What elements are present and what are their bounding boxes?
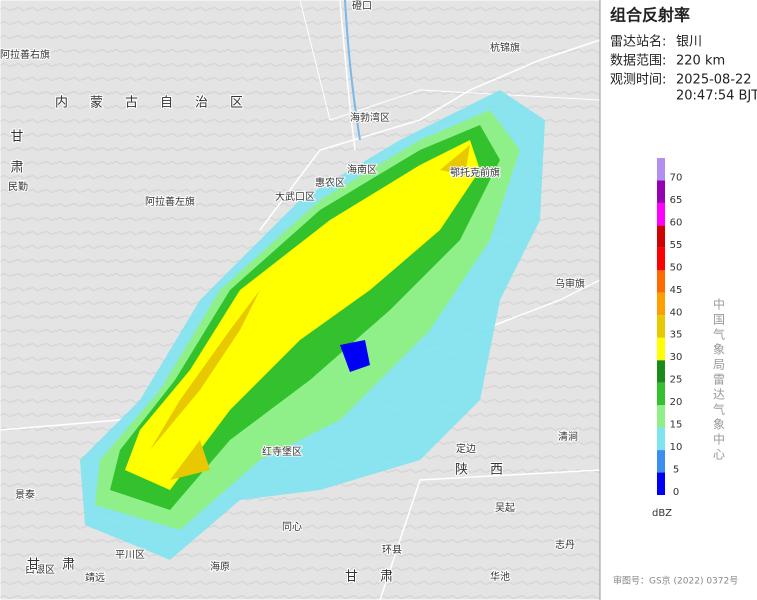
map-label: 景泰	[15, 488, 35, 501]
map-label: 鄂托克前旗	[450, 166, 500, 179]
map-label: 平川区	[115, 549, 145, 561]
map-label: 陕西	[455, 463, 525, 478]
color-bar-segment	[657, 360, 665, 383]
color-bar-segment	[657, 472, 665, 495]
info-value: 220 km	[676, 54, 725, 69]
map-label: 阿拉善左旗	[145, 195, 195, 208]
map-label: 同心	[282, 521, 302, 533]
river	[344, 0, 361, 141]
color-bar-tick-label: 65	[670, 195, 683, 206]
color-bar-segment	[657, 315, 665, 338]
map-label: 吴起	[495, 502, 515, 514]
color-bar-segment	[657, 270, 665, 293]
map-label: 甘肃	[345, 570, 415, 585]
map-label: 白银区	[25, 563, 55, 576]
color-bar-tick-label: 35	[670, 330, 683, 341]
radar-echo	[80, 90, 545, 560]
color-bar-segment	[657, 382, 665, 406]
color-bar-segment	[657, 450, 665, 473]
info-value: 2025-08-22	[676, 73, 752, 88]
color-bar-segment	[657, 337, 665, 361]
info-label: 雷达站名:	[610, 34, 666, 50]
map-label: 磴口	[352, 0, 372, 12]
map-label: 海南区	[347, 163, 377, 176]
map-label: 红寺堡区	[262, 445, 302, 458]
map-label: 惠农区	[315, 176, 345, 189]
color-bar-segment	[657, 158, 665, 181]
map-label: 海勃湾区	[350, 111, 390, 124]
map-label: 阿拉善右旗	[0, 48, 50, 61]
color-bar-tick-label: 70	[670, 172, 683, 183]
map-label: 环县	[382, 544, 402, 556]
panel-title: 组合反射率	[610, 6, 690, 25]
legend-unit: dBZ	[652, 508, 672, 519]
color-bar-segment	[657, 405, 665, 428]
color-bar-segment	[657, 292, 665, 316]
map-label: 志丹	[555, 538, 575, 551]
color-bar-tick-label: 55	[670, 240, 683, 251]
color-bar-tick-label: 40	[670, 307, 683, 318]
map-label: 靖远	[85, 571, 105, 584]
color-bar-segment	[657, 202, 665, 226]
color-bar-tick-label: 20	[670, 397, 683, 408]
map-label: 甘肃	[8, 129, 24, 191]
color-bar-segment	[657, 225, 665, 248]
color-bar-tick-label: 0	[673, 487, 679, 498]
color-bar-tick-label: 50	[670, 262, 683, 273]
map-label: 海原	[210, 560, 230, 573]
border	[0, 0, 600, 600]
color-bar-tick-label: 15	[670, 420, 683, 431]
map-label: 大武口区	[275, 190, 315, 203]
map-label: 甘肃	[27, 558, 97, 573]
approval-number: 审图号：GS京 (2022) 0372号	[613, 575, 738, 587]
info-label: 观测时间:	[610, 73, 666, 88]
map-label: 民勤	[8, 180, 28, 193]
color-bar-tick-label: 10	[670, 442, 683, 453]
map-label: 华池	[490, 570, 510, 583]
info-value: 20:47:54 BJT	[676, 89, 757, 104]
map-label: 杭锦旗	[490, 41, 520, 54]
color-bar-tick-label: 60	[670, 217, 683, 228]
color-bar-tick-label: 25	[670, 375, 683, 386]
map-label: 乌审旗	[555, 277, 585, 290]
color-bar-tick-label: 45	[670, 285, 683, 296]
map-label: 定边	[456, 442, 476, 455]
color-bar-segment	[657, 427, 665, 451]
info-label: 数据范围:	[610, 54, 666, 69]
source-text: 中国气象局雷达气象中心	[712, 297, 726, 463]
color-bar-segment	[657, 180, 665, 203]
color-bar-tick-label: 5	[673, 465, 679, 476]
map-label: 清涧	[558, 430, 578, 443]
color-bar-segment	[657, 247, 665, 271]
map-label: 内蒙古自治区	[55, 95, 265, 111]
info-panel	[600, 0, 757, 600]
info-value: 银川	[676, 35, 702, 50]
color-bar-tick-label: 30	[670, 352, 683, 363]
